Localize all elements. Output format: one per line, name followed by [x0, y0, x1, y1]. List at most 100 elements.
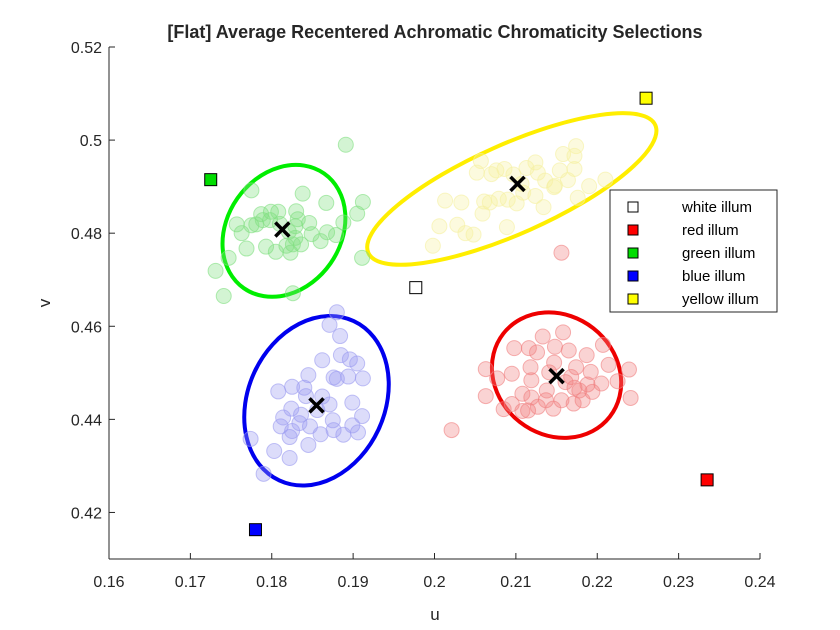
- x-tick-label: 0.22: [582, 574, 613, 591]
- data-point-yellow: [499, 191, 516, 208]
- data-point-red: [477, 388, 494, 405]
- data-point-red: [571, 382, 588, 399]
- data-point-blue: [281, 429, 298, 446]
- y-tick-label: 0.46: [71, 319, 102, 336]
- data-point-blue: [332, 347, 349, 364]
- data-point-green: [262, 212, 279, 229]
- data-point-yellow: [457, 225, 474, 242]
- data-point-blue: [344, 417, 361, 434]
- mean-marker-blue: [308, 397, 325, 414]
- legend-swatch-yellow-illum: [627, 293, 639, 305]
- data-point-blue: [270, 383, 287, 400]
- legend-swatch-green-illum: [627, 247, 639, 259]
- data-point-green: [258, 238, 275, 255]
- legend: white illum red illum green illum blue illu…: [609, 189, 778, 313]
- x-tick-label: 0.24: [744, 574, 775, 591]
- mean-stroke: [308, 397, 325, 414]
- illum-marker-white-illum: [409, 281, 423, 295]
- data-point-green: [328, 227, 345, 244]
- mean-marker-green: [274, 221, 291, 238]
- data-point-blue: [328, 304, 345, 321]
- data-point-red: [574, 392, 591, 409]
- illum-marker-blue-illum: [248, 523, 262, 537]
- data-point-red: [546, 338, 563, 355]
- means-layer: [274, 175, 565, 414]
- x-tick-label: 0.19: [338, 574, 369, 591]
- data-point-yellow: [481, 194, 498, 211]
- data-point-yellow: [546, 179, 563, 196]
- data-point-red: [523, 372, 540, 389]
- data-point-green: [301, 214, 318, 231]
- ellipses-layer: [220, 111, 659, 488]
- data-point-yellow: [535, 199, 552, 216]
- mean-stroke: [548, 367, 565, 385]
- data-point-green: [284, 285, 301, 302]
- data-point-green: [282, 244, 299, 261]
- data-point-red: [578, 347, 595, 364]
- data-point-blue: [328, 370, 345, 387]
- data-point-blue: [314, 352, 331, 369]
- data-point-green: [207, 262, 224, 279]
- data-point-red: [555, 324, 572, 341]
- data-point-red: [529, 344, 546, 361]
- data-point-green: [243, 182, 260, 199]
- data-point-red: [609, 373, 626, 390]
- legend-label-blue-illum: blue illum: [682, 268, 745, 285]
- data-point-yellow: [551, 162, 568, 179]
- data-point-blue: [321, 316, 338, 333]
- legend-swatch-white-illum: [627, 201, 639, 213]
- data-point-red: [553, 244, 570, 261]
- data-point-red: [514, 385, 531, 402]
- data-point-green: [215, 288, 232, 305]
- y-tick-label: 0.52: [71, 40, 102, 57]
- data-point-yellow: [424, 237, 441, 254]
- mean-marker-red: [548, 367, 565, 385]
- data-point-green: [312, 233, 329, 250]
- y-axis-label: v: [35, 298, 54, 307]
- data-point-red: [503, 365, 520, 382]
- data-point-yellow: [518, 160, 535, 177]
- data-point-yellow: [597, 171, 614, 188]
- data-point-yellow: [568, 138, 585, 155]
- data-point-green: [267, 243, 284, 260]
- x-tick-label: 0.23: [663, 574, 694, 591]
- data-point-yellow: [513, 175, 530, 192]
- data-point-green: [335, 214, 352, 231]
- illum-marker-red-illum: [700, 473, 714, 487]
- data-point-yellow: [437, 192, 454, 209]
- data-point-red: [563, 369, 580, 386]
- data-point-red: [622, 389, 639, 406]
- data-point-red: [568, 359, 585, 376]
- ellipse-blue: [242, 313, 391, 488]
- data-point-yellow: [476, 193, 493, 210]
- data-point-blue: [283, 400, 300, 417]
- legend-label-red-illum: red illum: [682, 222, 739, 239]
- y-tick-label: 0.48: [71, 226, 102, 243]
- data-point-blue: [325, 422, 342, 439]
- data-point-red: [520, 402, 537, 419]
- data-point-green: [253, 206, 270, 223]
- data-point-red: [520, 340, 537, 357]
- data-point-blue: [242, 430, 259, 447]
- data-point-yellow: [527, 187, 544, 204]
- data-point-yellow: [566, 147, 583, 164]
- data-point-red: [620, 361, 637, 378]
- data-point-blue: [255, 465, 272, 482]
- legend-label-yellow-illum: yellow illum: [682, 291, 759, 308]
- data-point-green: [220, 249, 237, 266]
- legend-swatch-red-illum: [627, 224, 639, 236]
- data-point-yellow: [508, 195, 525, 212]
- data-point-red: [477, 361, 494, 378]
- data-point-blue: [291, 415, 308, 432]
- data-point-red: [600, 356, 617, 373]
- data-point-blue: [300, 367, 317, 384]
- data-point-green: [337, 136, 354, 153]
- data-point-yellow: [449, 216, 466, 233]
- illum-marker-green-illum: [204, 173, 218, 187]
- data-point-red: [593, 375, 610, 392]
- data-point-green: [228, 216, 245, 233]
- data-point-red: [546, 354, 563, 371]
- data-point-blue: [312, 426, 329, 443]
- data-point-red: [534, 328, 551, 345]
- data-point-red: [514, 402, 531, 419]
